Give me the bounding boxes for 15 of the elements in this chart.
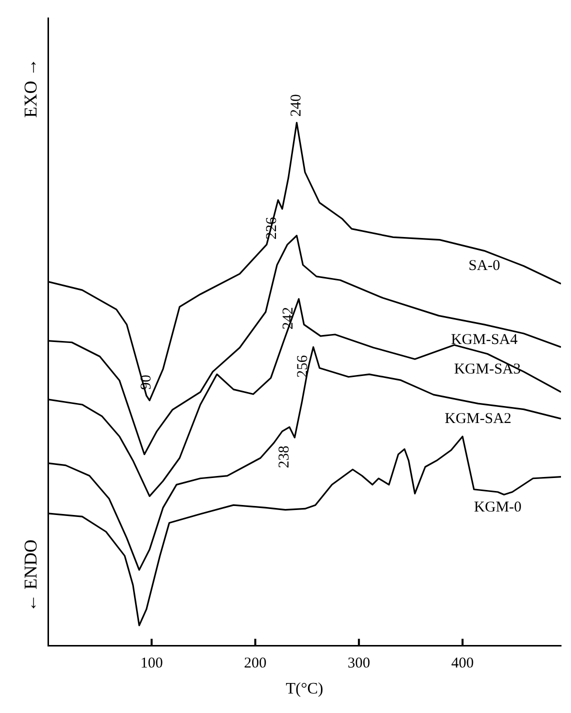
- x-axis-title: T(°C): [286, 680, 324, 698]
- text: EXO →: [20, 58, 41, 118]
- x-tick-label: 300: [348, 656, 370, 672]
- annotation: 242: [280, 306, 297, 330]
- series-label: KGM-0: [474, 499, 522, 516]
- series-label: KGM-SA2: [444, 411, 512, 428]
- series-label: SA-0: [468, 258, 500, 274]
- series-label: KGM-SA4: [450, 332, 518, 348]
- annotation: 238: [276, 446, 293, 468]
- x-tick-label: 200: [244, 656, 267, 672]
- x-tick-label: 400: [451, 656, 474, 672]
- annotation: 240: [288, 94, 305, 117]
- series-label: KGM-SA3: [454, 361, 521, 378]
- text: ← ENDO: [20, 540, 41, 612]
- x-tick-label: 100: [140, 656, 163, 672]
